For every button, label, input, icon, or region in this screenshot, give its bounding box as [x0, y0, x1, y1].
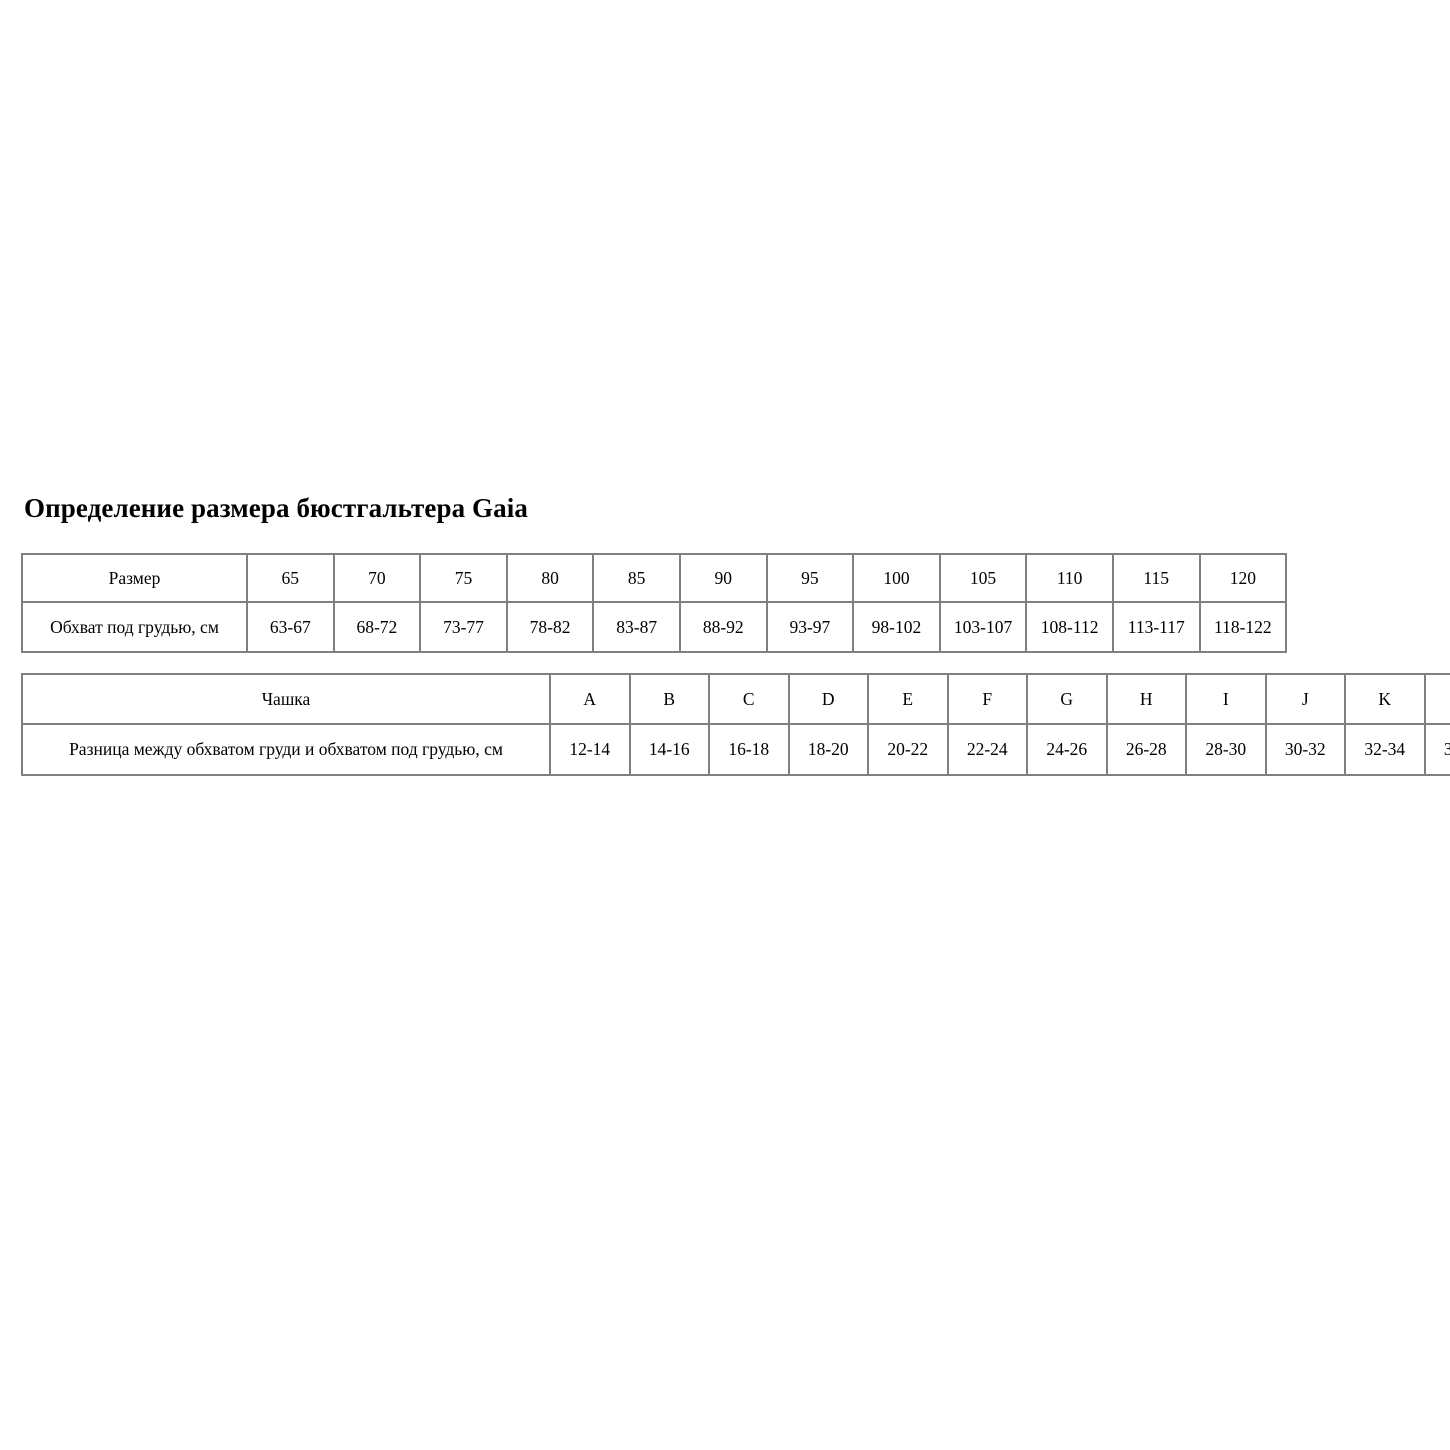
cup-header-j: J	[1264, 673, 1346, 725]
cup-header-d: D	[787, 673, 869, 725]
band-header-90: 90	[678, 553, 768, 603]
underbust-value-5: 88-92	[678, 601, 768, 653]
cup-header-i: I	[1185, 673, 1267, 725]
cup-difference-value-7: 26-28	[1105, 723, 1187, 776]
underbust-value-3: 78-82	[505, 601, 595, 653]
cup-header-c: C	[708, 673, 790, 725]
band-size-table: Размер 65 70 75 80 85 90 95 100 105 110 …	[21, 553, 1288, 653]
band-header-80: 80	[505, 553, 595, 603]
cup-difference-value-0: 12-14	[549, 723, 631, 776]
cup-header-label: Чашка	[21, 673, 551, 725]
cup-difference-value-3: 18-20	[787, 723, 869, 776]
cup-difference-value-5: 22-24	[946, 723, 1028, 776]
band-header-105: 105	[938, 553, 1028, 603]
band-header-100: 100	[852, 553, 941, 603]
underbust-row-label: Обхват под грудью, см	[21, 601, 248, 653]
band-header-75: 75	[419, 553, 508, 603]
cup-difference-value-2: 16-18	[708, 723, 790, 776]
band-header-120: 120	[1198, 553, 1288, 603]
cup-difference-value-4: 20-22	[867, 723, 949, 776]
cup-difference-value-1: 14-16	[628, 723, 710, 776]
cup-header-f: F	[946, 673, 1028, 725]
underbust-value-0: 63-67	[246, 601, 335, 653]
table-row-underbust: Обхват под грудью, см 63-67 68-72 73-77 …	[21, 601, 1288, 653]
cup-difference-value-6: 24-26	[1026, 723, 1108, 776]
underbust-value-10: 113-117	[1111, 601, 1201, 653]
cup-header-a: A	[549, 673, 631, 725]
underbust-value-1: 68-72	[332, 601, 422, 653]
table-row-header-cup: Чашка A B C D E F G H I J K L	[21, 673, 1450, 725]
cup-difference-value-9: 30-32	[1264, 723, 1346, 776]
underbust-value-8: 103-107	[938, 601, 1028, 653]
band-header-115: 115	[1111, 553, 1201, 603]
underbust-value-11: 118-122	[1198, 601, 1288, 653]
underbust-value-4: 83-87	[592, 601, 681, 653]
cup-header-g: G	[1026, 673, 1108, 725]
cup-header-b: B	[628, 673, 710, 725]
cup-difference-value-10: 32-34	[1344, 723, 1426, 776]
cup-difference-value-11: 34-36	[1423, 723, 1450, 776]
cup-size-table: Чашка A B C D E F G H I J K L Разница ме…	[21, 673, 1450, 776]
band-header-label: Размер	[21, 553, 248, 603]
underbust-value-6: 93-97	[765, 601, 855, 653]
band-header-95: 95	[765, 553, 855, 603]
cup-header-k: K	[1344, 673, 1426, 725]
page-title: Определение размера бюстгальтера Gaia	[24, 493, 528, 523]
cup-header-l: L	[1423, 673, 1450, 725]
cup-difference-row-label: Разница между обхватом груди и обхватом …	[21, 723, 551, 776]
underbust-value-9: 108-112	[1025, 601, 1114, 653]
cup-header-h: H	[1105, 673, 1187, 725]
cup-difference-value-8: 28-30	[1185, 723, 1267, 776]
underbust-value-2: 73-77	[419, 601, 508, 653]
band-header-110: 110	[1025, 553, 1114, 603]
band-header-85: 85	[592, 553, 681, 603]
cup-header-e: E	[867, 673, 949, 725]
table-row-cup-difference: Разница между обхватом груди и обхватом …	[21, 723, 1450, 776]
band-header-70: 70	[332, 553, 422, 603]
underbust-value-7: 98-102	[852, 601, 941, 653]
table-row-header-band: Размер 65 70 75 80 85 90 95 100 105 110 …	[21, 553, 1288, 603]
band-header-65: 65	[246, 553, 335, 603]
